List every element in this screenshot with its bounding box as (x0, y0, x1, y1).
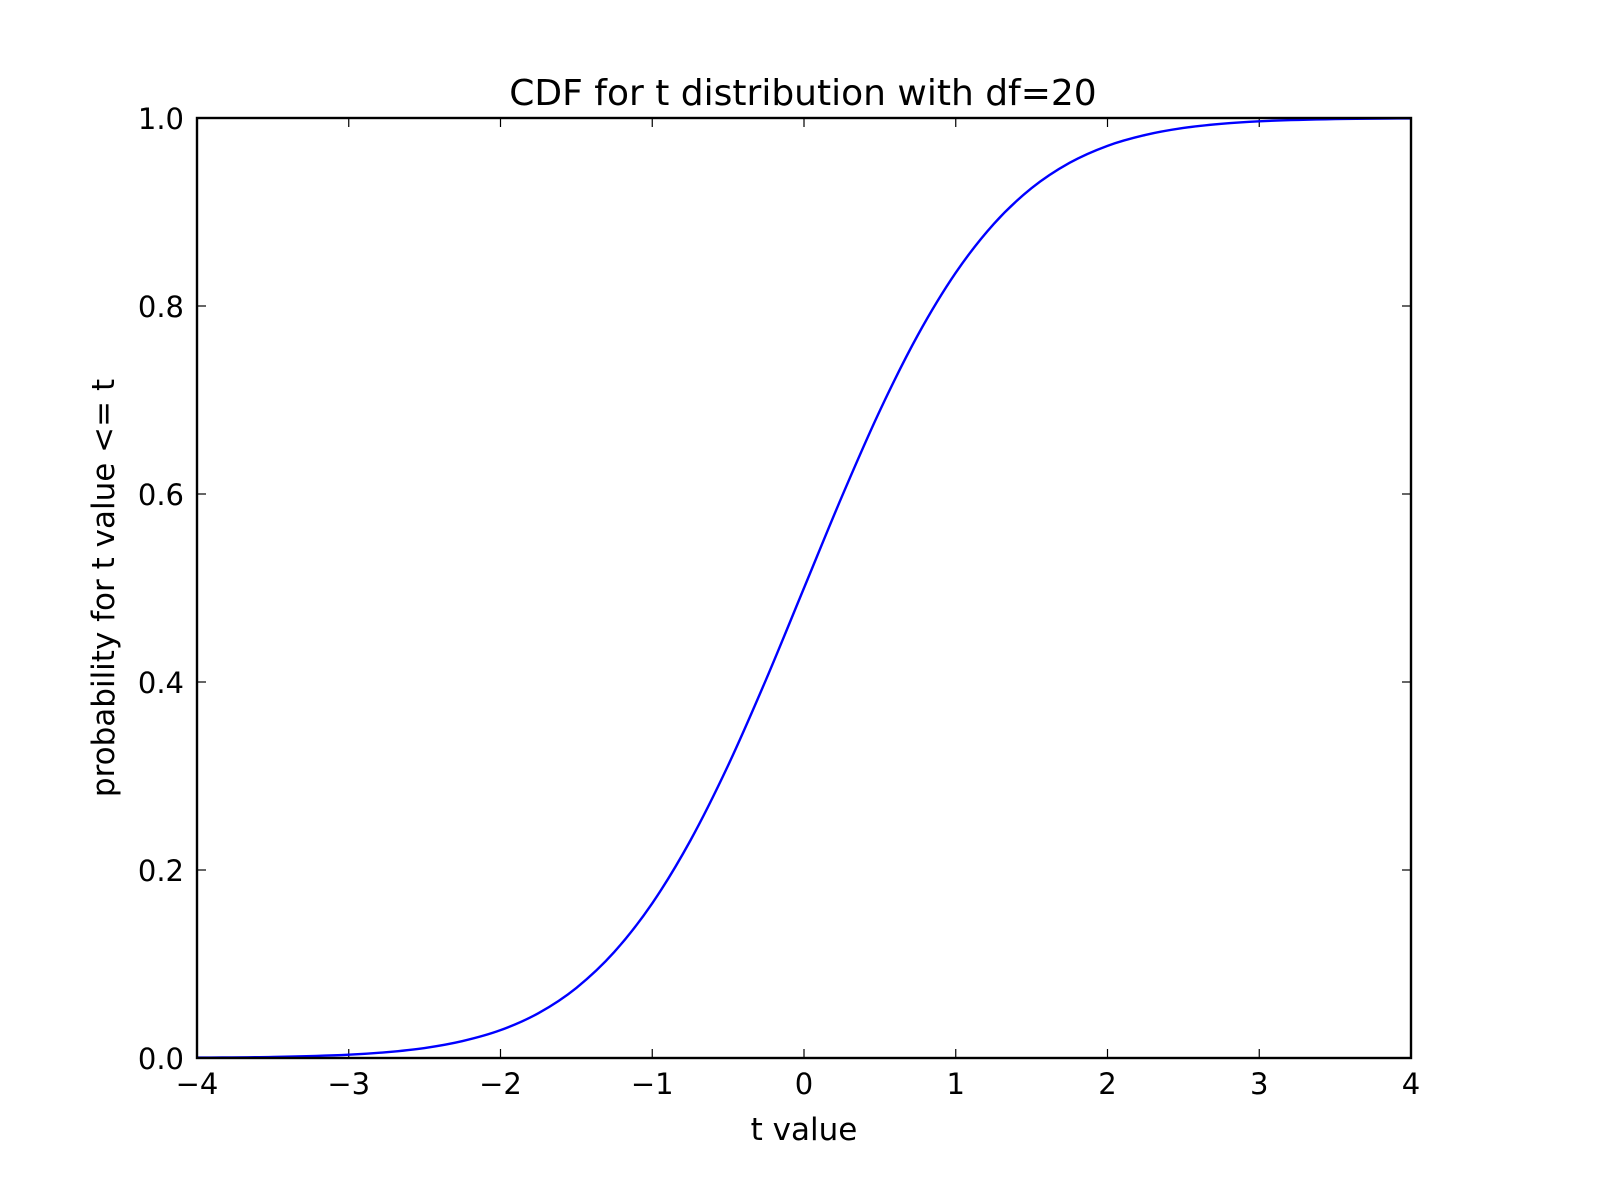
x-axis-label: t value (751, 1112, 858, 1148)
x-tick-label: −4 (176, 1067, 219, 1101)
plot-frame (195, 116, 1413, 1060)
y-tick-labels: 0.0 0.2 0.4 0.6 0.8 1.0 (138, 102, 184, 1076)
x-tick-labels: −4 −3 −2 −1 0 1 2 3 4 (176, 1067, 1421, 1101)
x-tick-label: −3 (327, 1067, 370, 1101)
y-axis-label: probability for t value <= t (86, 379, 122, 797)
y-tick-label: 1.0 (138, 102, 184, 136)
x-tick-label: −2 (479, 1067, 522, 1101)
cdf-line (196, 117, 1412, 1059)
chart-title: CDF for t distribution with df=20 (509, 73, 1096, 114)
y-tick-label: 0.6 (138, 478, 184, 512)
x-tick-label: 1 (947, 1067, 965, 1101)
y-tick-label: 0.0 (138, 1042, 184, 1076)
y-tick-label: 0.2 (138, 854, 184, 888)
x-tick-label: −1 (631, 1067, 674, 1101)
x-tick-label: 3 (1250, 1067, 1268, 1101)
y-tick-label: 0.4 (138, 666, 184, 700)
x-tick-label: 2 (1098, 1067, 1116, 1101)
y-tick-label: 0.8 (138, 290, 184, 324)
x-tick-label: 0 (795, 1067, 813, 1101)
x-tick-label: 4 (1402, 1067, 1420, 1101)
